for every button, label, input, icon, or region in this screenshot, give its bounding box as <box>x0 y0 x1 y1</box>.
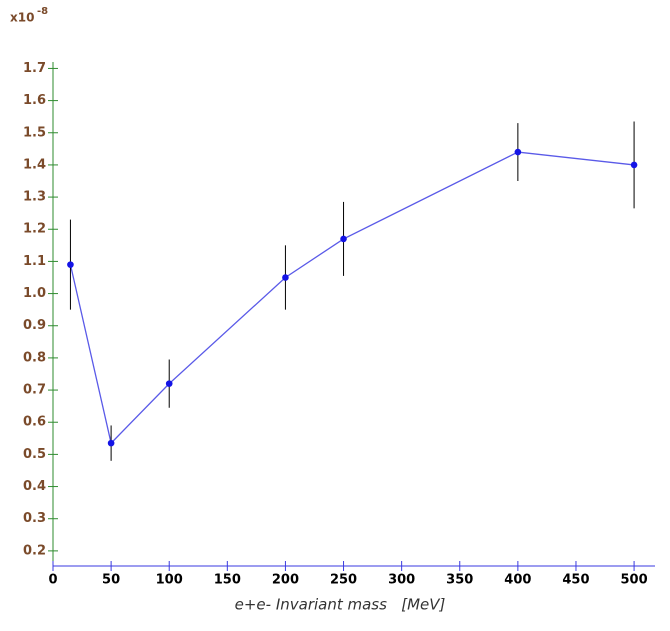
x-tick-label: 150 <box>214 573 241 588</box>
x-tick-label: 200 <box>272 573 299 588</box>
data-point <box>282 274 289 281</box>
x-tick-label: 450 <box>562 573 589 588</box>
data-point <box>514 148 522 156</box>
data-point <box>340 235 347 243</box>
y-tick-label: 1.4 <box>23 157 46 172</box>
y-tick-label: 1.5 <box>23 125 46 140</box>
y-tick-label: 0.5 <box>23 447 46 462</box>
data-point <box>107 439 115 447</box>
data-point <box>67 261 74 268</box>
x-tick-label: 300 <box>388 573 415 588</box>
x-tick-label: 400 <box>504 573 531 588</box>
multiplier: x10 <box>10 11 34 25</box>
y-tick-label: 0.2 <box>23 543 46 558</box>
y-tick-label: 0.4 <box>23 479 46 494</box>
y-tick-label: 0.9 <box>23 318 46 333</box>
x-tick-label: 100 <box>156 573 183 588</box>
data-line <box>69 151 635 445</box>
y-tick-label: 1.0 <box>23 286 46 301</box>
x-axis-title: e+e- Invariant mass [MeV] <box>235 596 446 614</box>
y-tick-label: 0.3 <box>23 511 46 526</box>
data-point <box>165 380 173 387</box>
y-tick-label: 0.6 <box>23 415 46 430</box>
y-tick-label: 1.7 <box>23 61 46 76</box>
y-tick-label: 1.6 <box>23 93 46 108</box>
y-tick-label: 0.7 <box>23 383 46 398</box>
x-tick-label: 0 <box>48 573 57 588</box>
x-tick-label: 250 <box>330 573 357 588</box>
y-tick-label: 1.3 <box>23 190 46 205</box>
x-tick-label: 500 <box>621 573 648 588</box>
x-tick-label: 50 <box>102 573 120 588</box>
data-point <box>630 161 638 169</box>
multiplier-exponent: -8 <box>37 6 48 17</box>
y-tick-label: 1.2 <box>23 222 46 237</box>
y-tick-label: 0.8 <box>23 350 46 365</box>
y-tick-label: 1.1 <box>23 254 46 269</box>
x-tick-label: 350 <box>446 573 473 588</box>
